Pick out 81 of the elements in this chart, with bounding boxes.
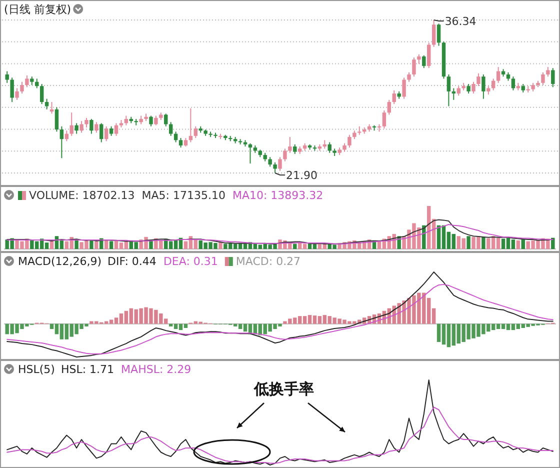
text: HSL: 1.71	[60, 363, 114, 376]
candlestick	[466, 83, 470, 94]
candlestick	[168, 122, 173, 136]
candlestick	[114, 122, 118, 136]
annotation: 21.90	[286, 168, 318, 182]
legend-label: VOLUME: 18702.13	[29, 189, 135, 202]
candlestick	[387, 99, 392, 116]
bar	[482, 236, 486, 249]
candlestick	[40, 83, 44, 105]
candlestick	[94, 122, 98, 134]
candlestick	[511, 76, 516, 91]
candlestick	[436, 23, 441, 46]
candlestick	[104, 126, 108, 142]
candlestick	[15, 88, 19, 100]
text: MAHSL: 2.29	[121, 363, 192, 376]
candlestick	[70, 112, 74, 136]
bar	[422, 225, 426, 249]
candlestick	[268, 156, 272, 168]
text: MA10: 13893.32	[232, 189, 324, 202]
bar	[90, 240, 94, 249]
candlestick	[288, 136, 292, 154]
candlestick	[194, 126, 198, 139]
candlestick	[25, 74, 29, 88]
candlestick	[456, 86, 460, 96]
candlestick	[100, 122, 104, 143]
candlestick	[382, 110, 386, 129]
candlestick	[54, 106, 59, 132]
candlestick	[432, 19, 436, 48]
text: DIF: 0.44	[108, 255, 156, 268]
bar	[551, 238, 555, 249]
candlestick	[348, 134, 352, 148]
candlestick	[482, 74, 486, 100]
candlestick	[422, 54, 426, 69]
candlestick	[446, 74, 451, 107]
candlestick	[496, 66, 500, 84]
candlestick	[109, 126, 114, 136]
candlestick	[426, 42, 431, 69]
bar	[74, 240, 78, 249]
candlestick	[472, 81, 476, 94]
bar	[516, 240, 520, 249]
bar	[466, 236, 470, 249]
candlestick	[273, 162, 277, 174]
annotation: 36.34	[444, 14, 476, 28]
candlestick	[5, 70, 9, 84]
bar	[104, 240, 108, 249]
text: MA5: 17135.10	[142, 189, 226, 202]
candlestick	[392, 90, 396, 105]
bar	[109, 241, 114, 249]
candlestick	[154, 115, 158, 126]
legend-label: MACD: 0.27	[236, 255, 301, 268]
candlestick	[149, 115, 153, 127]
candlestick	[412, 56, 416, 78]
candlestick	[476, 72, 480, 87]
candlestick	[551, 68, 555, 88]
bar	[218, 242, 222, 249]
bar	[94, 241, 98, 249]
chart-title: MACD(12,26,9)	[18, 255, 102, 268]
candlestick	[84, 117, 88, 128]
candlestick	[546, 66, 550, 78]
bar	[521, 240, 525, 249]
candlestick	[417, 54, 421, 64]
annotation: 低换手率	[253, 380, 314, 398]
bar	[293, 244, 297, 249]
chart-title: HSL(5)	[18, 363, 55, 376]
candlestick	[541, 72, 545, 86]
candlestick	[283, 148, 287, 162]
candlestick	[407, 72, 411, 82]
candlestick	[178, 138, 183, 148]
text: DEA: 0.31	[163, 255, 218, 268]
candlestick	[74, 122, 78, 134]
candlestick	[278, 156, 282, 172]
candlestick	[402, 77, 406, 100]
candlestick	[10, 77, 14, 102]
bar	[149, 240, 153, 249]
candlestick	[293, 144, 297, 154]
chart-title: (日线 前复权)	[4, 3, 72, 16]
candlestick	[164, 113, 168, 127]
candlestick	[60, 126, 64, 159]
candlestick	[80, 120, 84, 134]
candlestick	[90, 118, 94, 134]
candlestick	[20, 81, 24, 94]
